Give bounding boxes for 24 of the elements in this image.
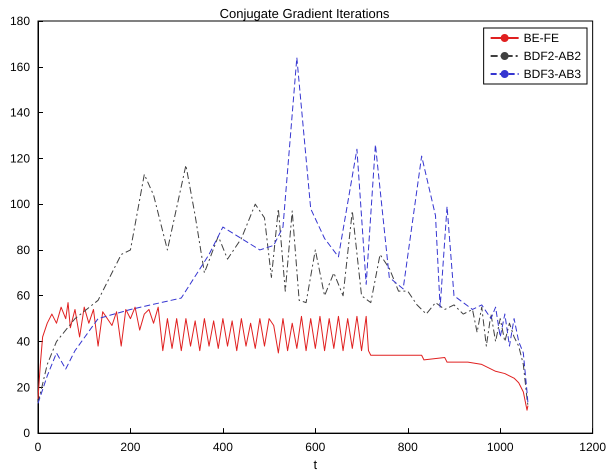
x-tick-label: 1200	[579, 440, 606, 454]
line-series	[38, 164, 528, 406]
legend-label: BE-FE	[524, 31, 559, 45]
chart-title: Conjugate Gradient Iterations	[220, 6, 390, 21]
x-tick-label: 0	[34, 440, 42, 454]
line-series	[38, 302, 528, 411]
x-tick-label: 1000	[486, 440, 514, 454]
y-tick-label: 80	[16, 242, 30, 257]
legend-label: BDF3-AB3	[524, 67, 582, 81]
x-tick-label: 200	[120, 440, 141, 454]
y-tick-label: 40	[16, 334, 30, 349]
x-tick-label: 600	[305, 440, 326, 454]
y-tick-label: 0	[23, 426, 30, 440]
x-tick-label: 800	[398, 440, 418, 454]
x-tick-label: 400	[212, 440, 234, 454]
y-tick-label: 20	[16, 380, 30, 394]
y-tick-label: 100	[10, 197, 30, 212]
y-tick-label: 120	[10, 151, 30, 166]
legend-label: BDF2-AB2	[524, 49, 582, 63]
y-tick-label: 60	[16, 288, 30, 303]
y-tick-label: 180	[10, 14, 30, 28]
x-axis-title: t	[314, 457, 318, 472]
y-tick-label: 160	[10, 60, 30, 74]
y-tick-label: 140	[10, 106, 30, 120]
